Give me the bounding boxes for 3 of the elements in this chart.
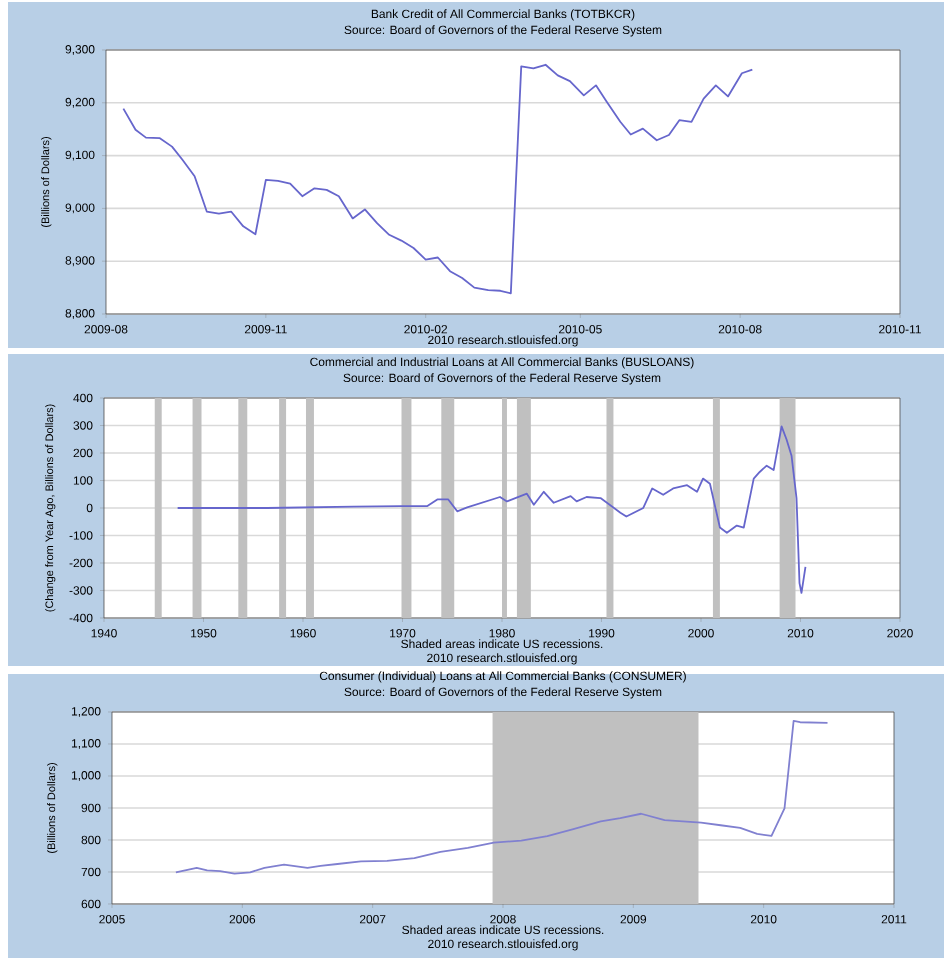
line-series xyxy=(174,720,829,875)
line-series xyxy=(176,425,807,594)
line-series xyxy=(122,63,754,295)
